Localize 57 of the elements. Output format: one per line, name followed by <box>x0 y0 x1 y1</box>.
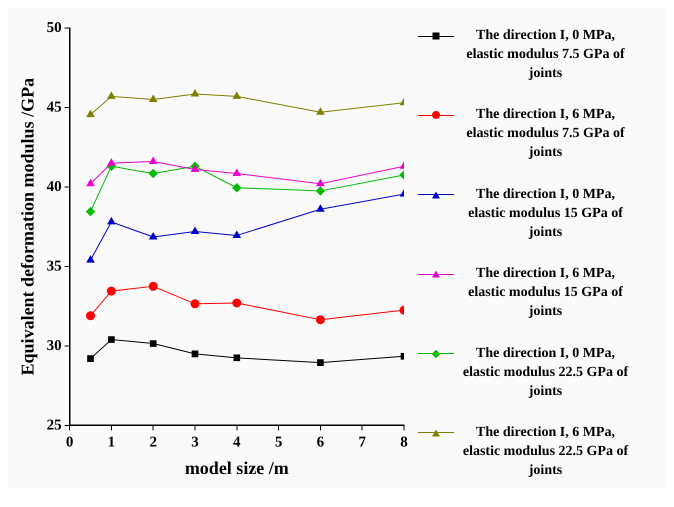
point <box>316 186 325 196</box>
point <box>232 168 241 176</box>
point <box>149 157 158 164</box>
x-tick-label: 2 <box>149 434 157 450</box>
point <box>317 359 324 366</box>
point <box>316 204 324 212</box>
point <box>107 217 116 224</box>
point <box>192 350 198 358</box>
point <box>148 168 158 178</box>
x-axis-title: model size /m <box>184 458 289 478</box>
legend-label: The direction I, 0 MPa, elastic modulus 7.5 GPa of joints <box>465 27 626 83</box>
x-tick-label: 7 <box>358 434 366 450</box>
x-tick-label: 4 <box>233 434 242 450</box>
point <box>86 207 95 216</box>
x-tick-label: 1 <box>108 434 116 450</box>
point <box>316 315 325 324</box>
point <box>150 340 157 347</box>
point <box>106 286 116 296</box>
point <box>190 299 200 308</box>
y-tick-label: 30 <box>46 338 62 354</box>
x-tick-label: 8 <box>400 434 408 450</box>
y-axis-title: Equivalent deformation modulus /GPa <box>17 78 38 376</box>
point <box>108 336 115 343</box>
point <box>232 298 242 308</box>
point <box>232 183 242 192</box>
x-tick-label: 6 <box>316 434 325 450</box>
point <box>191 226 199 234</box>
legend-label: The direction I, 6 MPa, elastic modulus 22.5 GPa of joints <box>462 424 630 480</box>
point <box>191 164 199 172</box>
point <box>148 282 158 291</box>
point <box>86 110 94 118</box>
point <box>86 256 94 263</box>
point <box>107 92 116 99</box>
point <box>149 95 158 102</box>
y-tick-label: 25 <box>46 417 62 434</box>
legend-label: The direction I, 6 MPa, elastic modulus 7.5 GPa of joints <box>465 106 626 162</box>
point <box>149 232 158 240</box>
y-tick-label: 45 <box>46 99 62 116</box>
y-tick-label: 35 <box>46 258 62 274</box>
legend-label: The direction I, 6 MPa, elastic modulus 15 GPa of joints <box>467 265 624 322</box>
point <box>107 158 116 166</box>
y-tick-label: 50 <box>46 20 62 36</box>
point <box>86 311 95 320</box>
legend-label: The direction I, 0 MPa, elastic modulus 15 GPa of joints <box>467 186 624 242</box>
point <box>232 92 241 99</box>
x-tick-label: 3 <box>191 434 199 450</box>
x-tick-label: 5 <box>274 434 282 450</box>
point <box>233 354 240 362</box>
point <box>191 89 199 96</box>
point <box>86 179 94 186</box>
x-tick-label: 0 <box>66 434 74 450</box>
point <box>87 355 94 362</box>
point <box>316 179 324 186</box>
point <box>232 230 241 238</box>
y-tick-label: 40 <box>46 178 62 195</box>
point <box>316 108 324 115</box>
legend-label: The direction I, 0 MPa, elastic modulus 22.5 GPa of joints <box>462 344 630 401</box>
